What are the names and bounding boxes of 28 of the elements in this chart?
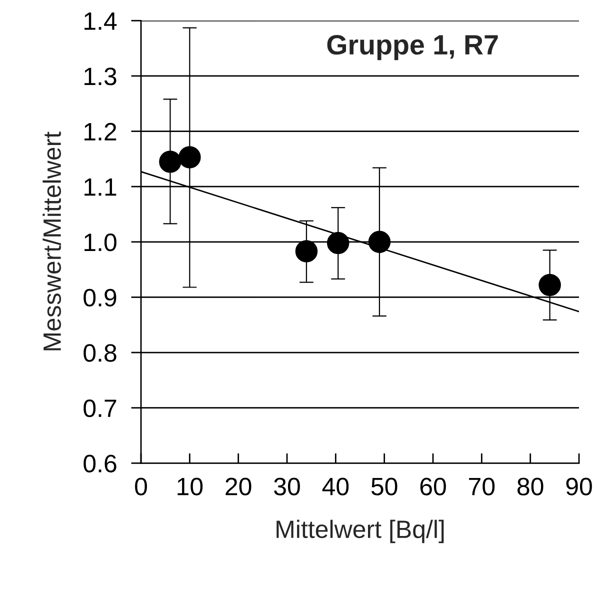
y-tick-label: 0.8 [84, 344, 116, 362]
y-tick-label: 0.9 [84, 288, 116, 307]
y-tick-label: 1.3 [84, 68, 116, 86]
x-tick-label: 80 [518, 478, 544, 496]
y-tick-label: 0.7 [84, 399, 116, 418]
point [159, 150, 182, 173]
x-tick-label: 70 [469, 478, 495, 496]
y-tick-label: 1.0 [84, 234, 116, 252]
x-tick-label: 50 [371, 478, 398, 496]
x-axis-title: Mittelwert [Bq/l] [276, 520, 444, 544]
point [326, 232, 350, 254]
x-tick-label: 40 [322, 478, 349, 496]
point [368, 230, 391, 254]
x-tick-label: 20 [226, 478, 252, 496]
y-tick-label: 0.6 [84, 454, 116, 472]
x-tick-label: 60 [420, 478, 446, 496]
y-tick-label: 1.4 [84, 12, 117, 30]
point [538, 274, 561, 296]
chart-title: Gruppe 1, R7 [327, 34, 498, 60]
x-tick-label: 90 [566, 478, 592, 496]
y-axis-title: Messwert/Mittelwert [42, 132, 62, 350]
x-tick-label: 10 [178, 478, 203, 496]
point [295, 240, 318, 262]
x-tick-label: 30 [274, 478, 300, 496]
y-tick-label: 1.1 [84, 178, 116, 196]
y-tick-label: 1.2 [84, 122, 116, 140]
point [178, 146, 201, 168]
x-tick-label: 0 [135, 478, 147, 496]
